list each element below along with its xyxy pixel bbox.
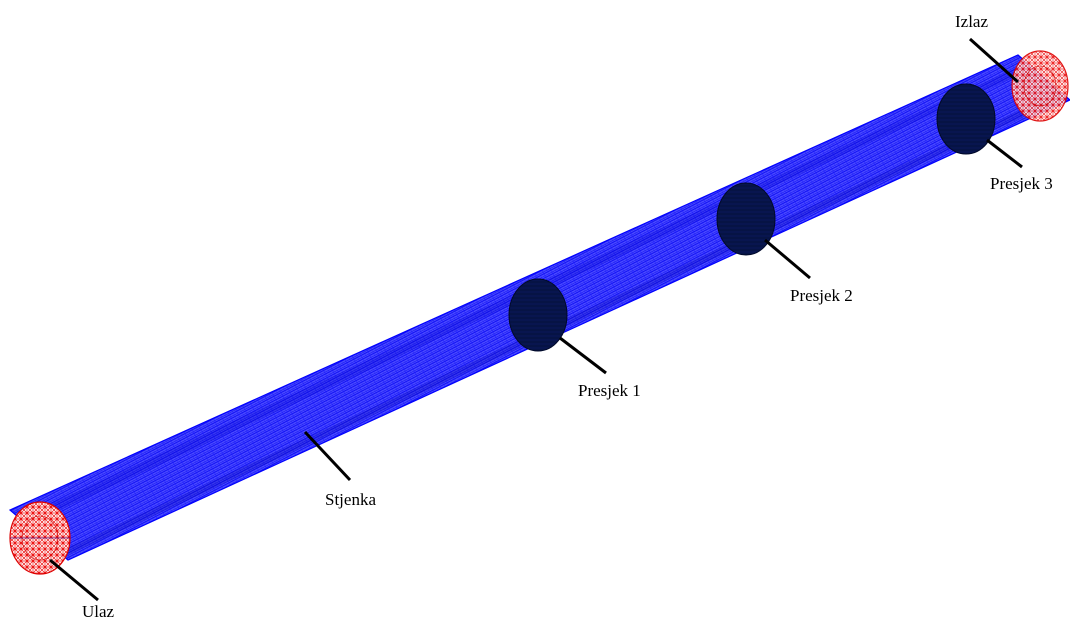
inlet-face	[9, 501, 71, 575]
leader-presjek-2	[764, 238, 811, 280]
label-stjenka: Stjenka	[325, 490, 376, 509]
label-presjek-1: Presjek 1	[578, 381, 641, 400]
leader-lines	[49, 37, 1023, 602]
label-presjek-2: Presjek 2	[790, 286, 853, 305]
section-3-disk	[936, 83, 996, 155]
section-1-disk	[508, 278, 568, 352]
leader-ulaz	[49, 558, 99, 602]
outlet-face	[1011, 50, 1069, 122]
section-2-disk	[716, 182, 776, 256]
leader-presjek-3	[986, 138, 1023, 169]
leader-presjek-1	[559, 336, 607, 375]
label-presjek-3: Presjek 3	[990, 174, 1053, 193]
leader-stjenka	[303, 430, 352, 482]
label-izlaz: Izlaz	[955, 12, 988, 31]
label-ulaz: Ulaz	[82, 602, 115, 621]
leader-izlaz	[968, 37, 1020, 84]
